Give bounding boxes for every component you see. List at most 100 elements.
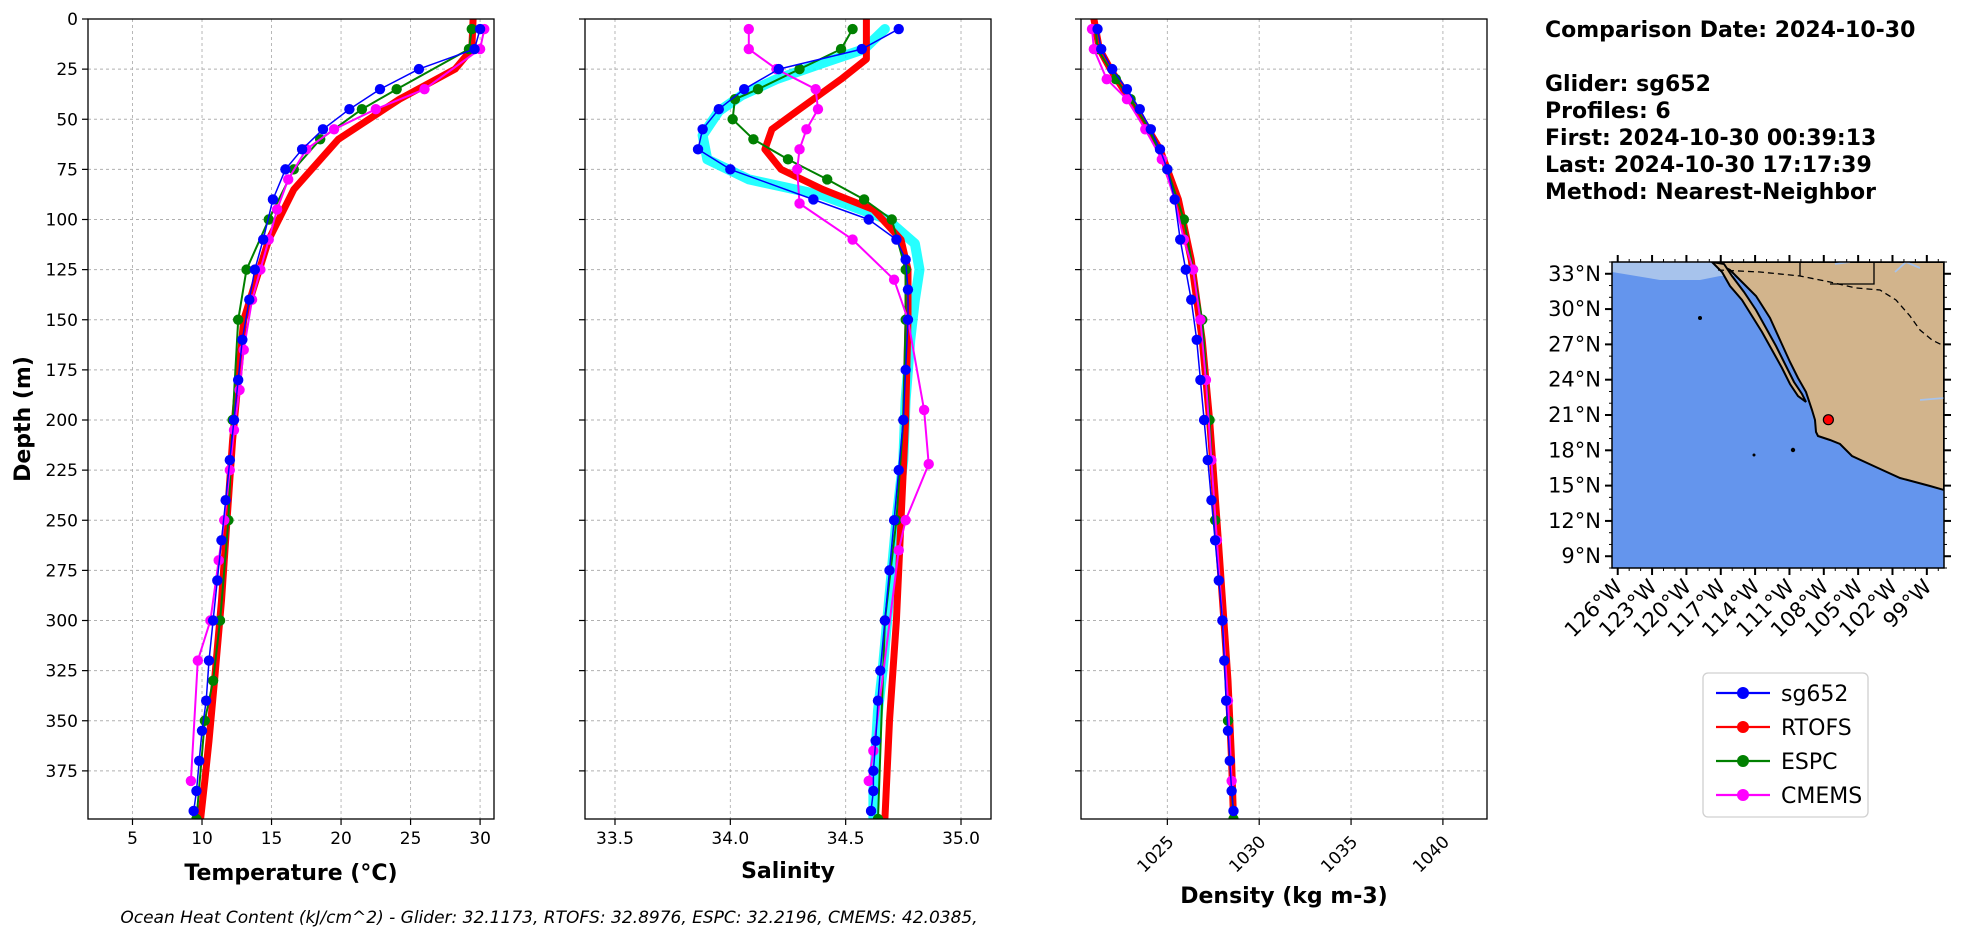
data-point-sg652 [902, 314, 914, 325]
depth-axis-label: Depth (m) [11, 356, 36, 482]
map-baja-peninsula [1710, 262, 1807, 403]
legend-label: RTOFS [1781, 716, 1852, 741]
data-point-cmems [238, 344, 249, 356]
data-point-cmems [794, 144, 805, 155]
info-line: First: 2024-10-30 00:39:13 [1545, 126, 1876, 151]
data-point-sg652 [344, 104, 355, 115]
data-point-sg652 [725, 164, 736, 175]
data-point-sg652 [1226, 785, 1237, 797]
y-tick-label: 375 [46, 762, 78, 782]
x-tick-label: 35.0 [942, 829, 980, 849]
map-border [1717, 269, 1944, 347]
data-point-sg652 [1121, 83, 1133, 95]
data-point-cmems [228, 424, 240, 436]
data-point-sg652 [891, 234, 902, 245]
legend-label: ESPC [1781, 750, 1838, 775]
data-point-cmems [792, 164, 803, 175]
data-point-cmems [192, 655, 204, 666]
data-point-sg652 [1220, 695, 1232, 706]
data-point-sg652 [1195, 374, 1206, 386]
data-point-cmems [847, 234, 858, 245]
data-point-sg652 [220, 495, 231, 506]
y-tick-label: 225 [46, 461, 78, 481]
map-lat-label: 30°N [1548, 297, 1601, 321]
data-point-sg652 [267, 194, 279, 205]
y-tick-label: 0 [67, 10, 78, 30]
data-point-sg652 [1224, 755, 1236, 767]
legend-swatch-marker [1737, 755, 1749, 767]
data-point-sg652 [474, 23, 486, 35]
series-line-sg652 [192, 28, 481, 812]
legend: sg652 RTOFS ESPC CMEMS [1702, 672, 1869, 818]
data-point-cmems [1187, 264, 1199, 275]
data-point-cmems [812, 104, 824, 115]
data-point-cmems [234, 384, 245, 396]
data-point-sg652 [697, 124, 708, 135]
data-point-cmems [1088, 43, 1100, 55]
data-point-sg652 [200, 695, 212, 706]
salinity-axes-frame [584, 18, 992, 820]
info-line: Method: Nearest-Neighbor [1545, 180, 1876, 205]
salinity-panel: 33.5 34.0 34.5 35.0 [579, 18, 992, 849]
map-lat-label: 33°N [1548, 262, 1601, 286]
data-point-sg652 [1092, 23, 1103, 35]
location-map: 33°N30°N27°N24°N21°N18°N15°N12°N9°N126°W… [1548, 255, 1951, 642]
y-tick-label: 325 [46, 662, 78, 682]
data-point-sg652 [879, 615, 891, 626]
data-point-sg652 [875, 665, 886, 676]
data-point-cmems [185, 775, 197, 787]
data-point-espc [199, 715, 210, 726]
map-island [1752, 453, 1756, 457]
data-point-sg652 [692, 144, 704, 155]
data-point-sg652 [713, 104, 724, 115]
data-point-cmems [868, 745, 879, 757]
data-point-sg652 [1175, 234, 1186, 245]
salinity-axis-label: Salinity [741, 859, 835, 884]
data-point-espc [1178, 214, 1190, 225]
data-point-sg652 [237, 334, 248, 346]
data-point-espc [886, 214, 898, 225]
data-point-sg652 [1145, 124, 1157, 135]
data-point-sg652 [1180, 264, 1191, 275]
data-point-sg652 [469, 43, 480, 55]
map-border-us [1799, 262, 1875, 285]
data-point-sg652 [888, 515, 900, 526]
data-point-cmems [1121, 94, 1133, 105]
y-tick-label: 25 [56, 60, 78, 80]
y-tick-label: 200 [46, 411, 78, 431]
map-lat-label: 18°N [1548, 438, 1601, 462]
data-point-sg652 [893, 23, 904, 35]
y-tick-label: 150 [46, 311, 78, 331]
data-point-sg652 [872, 695, 884, 706]
data-point-cmems [1195, 314, 1206, 325]
y-tick-label: 300 [46, 612, 78, 632]
data-point-cmems [328, 124, 340, 135]
y-tick-label: 350 [46, 712, 78, 732]
data-point-espc [207, 675, 219, 686]
data-point-sg652 [1209, 535, 1221, 546]
data-point-sg652 [808, 194, 819, 205]
data-point-sg652 [1219, 655, 1230, 666]
data-point-sg652 [1162, 164, 1173, 175]
data-point-sg652 [1198, 414, 1210, 426]
data-point-sg652 [1186, 294, 1197, 305]
temperature-panel: 5 10 15 20 25 3002550751001251501752002252502… [46, 10, 495, 849]
x-tick-label: 25 [400, 829, 422, 849]
data-point-sg652 [868, 785, 879, 797]
temperature-axes-frame [87, 18, 495, 820]
data-point-espc [391, 83, 402, 95]
x-tick-label: 10 [191, 829, 213, 849]
data-point-sg652 [902, 284, 914, 295]
data-point-sg652 [1228, 805, 1239, 817]
data-point-sg652 [1213, 575, 1224, 586]
y-tick-label: 275 [46, 561, 78, 581]
map-island [1698, 316, 1702, 320]
data-point-cmems [918, 404, 930, 416]
data-point-sg652 [893, 464, 904, 476]
x-tick-label: 1035 [1317, 832, 1362, 877]
temperature-axis-label: Temperature (°C) [184, 861, 397, 886]
data-point-cmems [810, 83, 821, 95]
info-line: Comparison Date: 2024-10-30 [1545, 18, 1915, 43]
data-point-sg652 [191, 785, 202, 797]
